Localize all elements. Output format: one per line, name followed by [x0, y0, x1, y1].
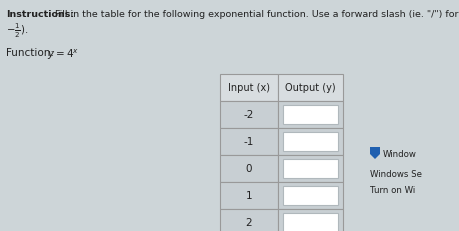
Bar	[220, 209, 278, 231]
Text: Instructions:: Instructions:	[6, 10, 74, 19]
Text: 1: 1	[246, 191, 252, 201]
Text: $-\frac{1}{2}$).: $-\frac{1}{2}$).	[6, 22, 28, 40]
Text: -1: -1	[244, 137, 254, 147]
Text: Windows Se: Windows Se	[370, 169, 422, 178]
Bar	[283, 159, 338, 178]
Bar	[278, 128, 343, 155]
Bar	[220, 75, 278, 102]
Bar	[278, 209, 343, 231]
Polygon shape	[370, 147, 380, 159]
Bar	[283, 106, 338, 125]
Text: Input (x): Input (x)	[228, 83, 270, 93]
Text: $y = 4^x$: $y = 4^x$	[47, 48, 79, 62]
Bar	[283, 132, 338, 151]
Bar	[278, 182, 343, 209]
Bar	[278, 102, 343, 128]
Text: 2: 2	[246, 218, 252, 228]
Text: Output (y): Output (y)	[285, 83, 336, 93]
Bar	[283, 213, 338, 231]
Text: Window: Window	[383, 149, 417, 158]
Text: Turn on Wi: Turn on Wi	[370, 185, 415, 194]
Bar	[278, 155, 343, 182]
Text: 0: 0	[246, 164, 252, 174]
Bar	[220, 155, 278, 182]
Text: -2: -2	[244, 110, 254, 120]
Bar	[278, 75, 343, 102]
Bar	[220, 182, 278, 209]
Text: Function:: Function:	[6, 48, 57, 58]
Bar	[220, 128, 278, 155]
Bar	[283, 186, 338, 205]
Bar	[220, 102, 278, 128]
Text: Fill in the table for the following exponential function. Use a forward slash (i: Fill in the table for the following expo…	[52, 10, 459, 19]
